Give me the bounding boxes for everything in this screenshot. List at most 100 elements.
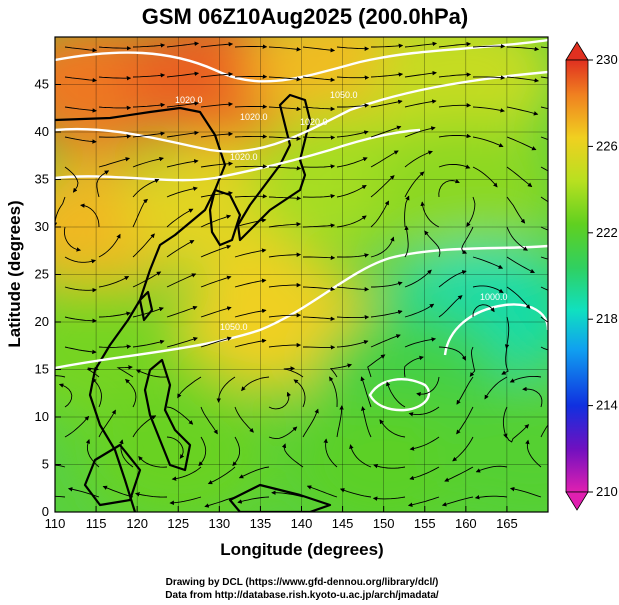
streamline [166,436,185,459]
coast-taiwan [138,290,154,322]
y-tick-label: 40 [35,124,49,139]
streamline [404,303,435,318]
streamlines [55,41,548,508]
colorbar-ticks: 230 226 222 218 214 210 [588,52,618,499]
streamline [268,426,298,440]
contour-line-south-eddy [368,378,431,412]
streamline [98,105,132,111]
streamline [283,366,304,378]
streamline [404,337,437,348]
streamline [367,354,386,378]
streamline [438,41,472,48]
streamline [67,487,100,498]
streamline [200,244,232,258]
streamline [349,444,372,468]
x-axis-label: Longitude (degrees) [220,540,383,559]
contour-line-mid [55,244,548,370]
streamline [501,346,509,375]
streamline [438,133,472,139]
streamline [200,214,232,228]
streamline [339,488,372,498]
streamline [306,485,338,498]
contour-label: 1020.0 [240,112,268,122]
streamline [540,424,548,438]
streamline [166,159,199,168]
streamline [337,253,370,258]
streamline [55,464,66,468]
streamline [85,438,100,468]
streamline [540,316,548,323]
streamline [138,455,168,468]
streamline [370,175,395,198]
streamline [469,346,476,377]
streamline [329,376,338,408]
streamline [200,41,234,48]
streamline [98,157,131,168]
streamline [336,185,367,198]
streamline [540,106,548,110]
streamline [438,103,472,108]
streamline [302,286,336,292]
y-tick-label: 0 [42,504,49,519]
colorbar-bar [565,59,589,493]
x-tick-label: 120 [126,516,148,531]
streamline [472,285,504,293]
streamline [234,278,267,288]
streamline [424,230,441,258]
streamline [268,196,302,201]
y-tick-label: 45 [35,77,49,92]
chart-title: GSM 06Z10Aug2025 (200.0hPa) [142,4,468,29]
streamline [166,337,198,348]
streamline [91,378,102,408]
streamline [506,46,540,52]
streamline [98,45,132,51]
streamline [336,157,368,168]
streamline [506,286,531,309]
streamline [302,408,319,438]
x-tick-label: 135 [250,516,272,531]
coast-newguinea [228,483,332,512]
streamline [404,41,438,48]
streamline [200,406,218,435]
streamline [268,312,302,318]
x-tick-label: 145 [332,516,354,531]
streamline [166,305,198,318]
colorbar-tick-label: 214 [596,398,618,413]
y-axis-label: Latitude (degrees) [5,200,24,347]
contour-label: 1050.0 [330,90,358,100]
coastline [55,93,332,512]
streamline [370,150,399,168]
streamline [234,134,268,139]
contour-label: 1050.0 [220,322,248,332]
streamline [271,490,304,498]
streamline [132,156,164,168]
streamline [438,346,466,361]
streamline [472,106,505,113]
streamline [370,99,403,108]
streamline [268,76,302,82]
streamline [456,376,474,405]
colorbar: 230 226 222 218 214 210 [565,41,618,511]
streamline [444,466,474,482]
streamline [268,166,302,171]
streamline [403,355,424,378]
streamline [98,344,132,349]
streamline [234,194,268,199]
coast-japan [236,93,312,242]
streamline [336,286,370,292]
y-tick-label: 35 [35,172,49,187]
streamline [506,106,539,116]
streamline [540,166,548,172]
streamline [166,71,200,78]
streamline [540,256,548,260]
streamline [234,44,268,49]
streamline [166,130,199,138]
streamline [207,466,236,485]
plot-area: 1020.0 1020.0 1020.0 1050.0 1020.0 1050.… [55,37,548,512]
streamline [55,495,66,498]
contour-label: 1020.0 [300,117,328,127]
streamline [98,311,131,318]
streamline [379,419,406,438]
streamline [361,406,372,438]
streamline [200,306,232,318]
